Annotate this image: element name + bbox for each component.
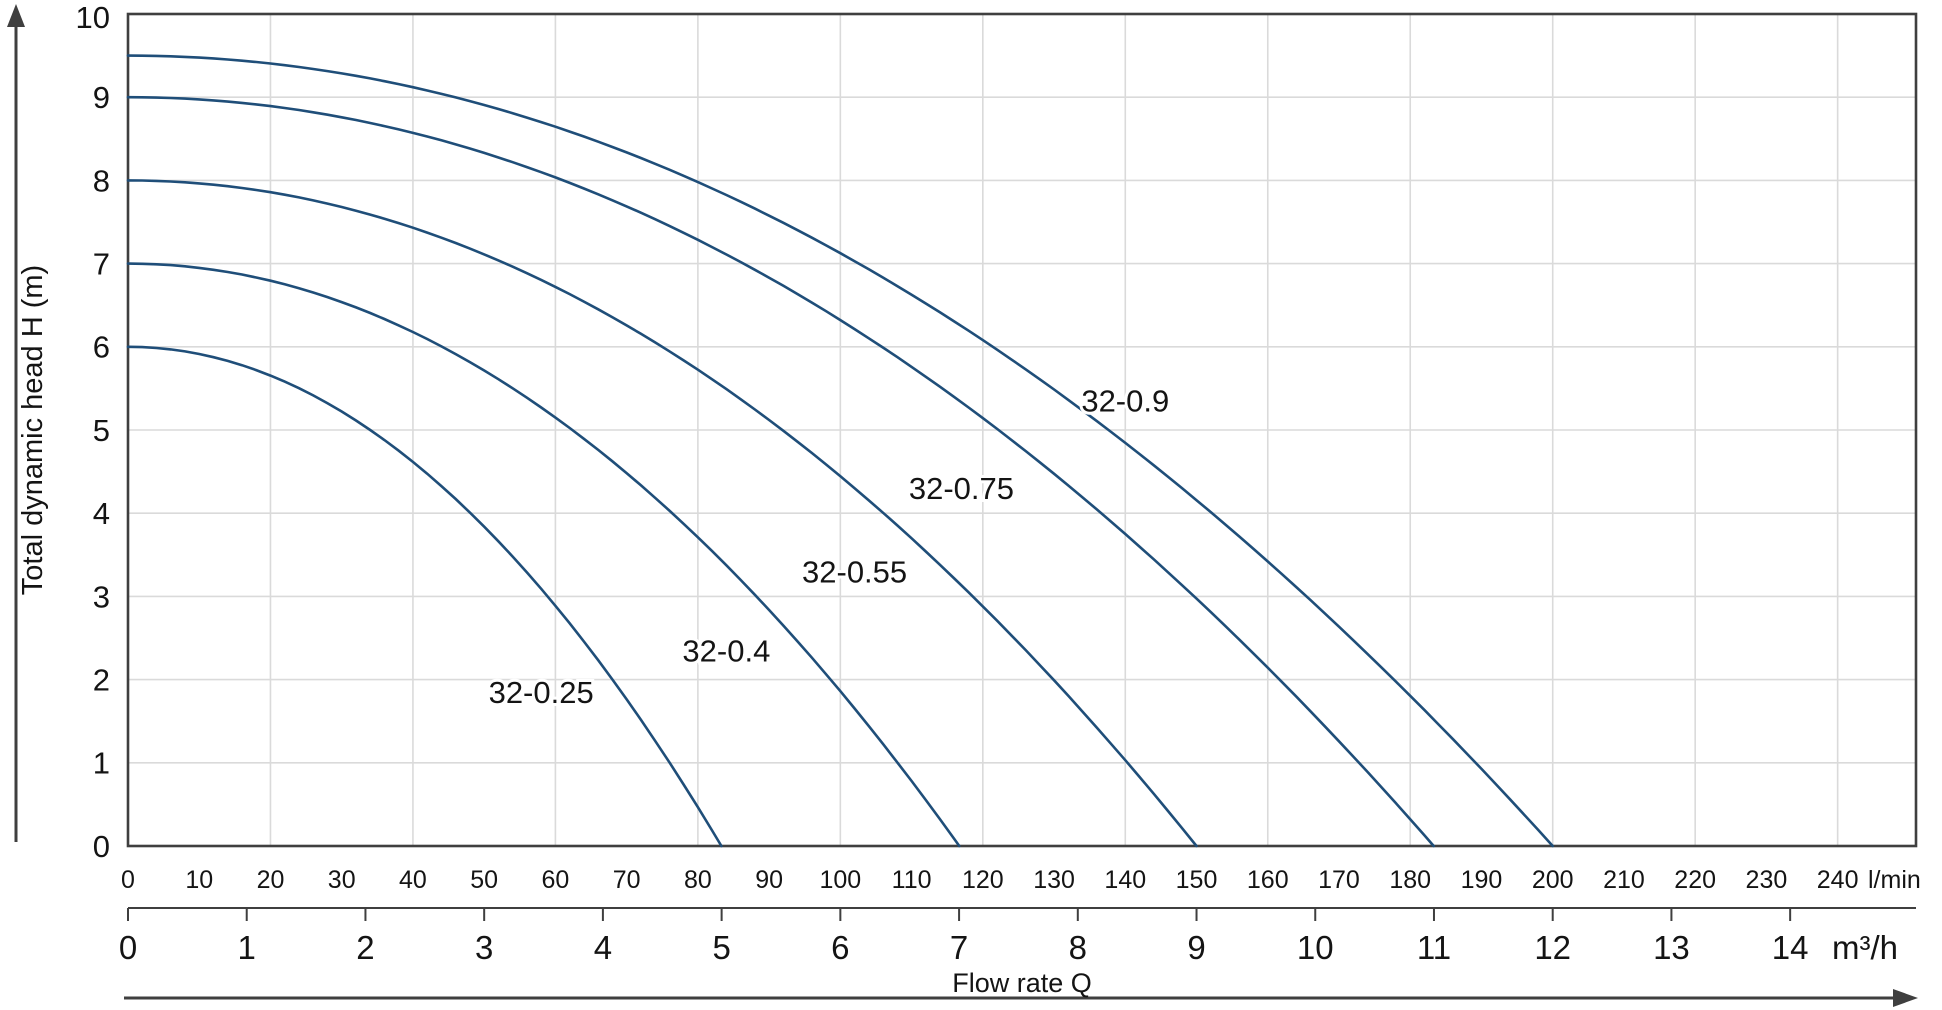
x-tick-label-m3h: 9 bbox=[1187, 929, 1205, 966]
x-tick-label-lmin: 210 bbox=[1603, 866, 1645, 894]
x-tick-label-lmin: 190 bbox=[1461, 866, 1503, 894]
x-tick-label-lmin: 70 bbox=[613, 866, 641, 894]
x-tick-label-lmin: 30 bbox=[328, 866, 356, 894]
x-tick-label-lmin: 220 bbox=[1674, 866, 1716, 894]
x-tick-label-m3h: 10 bbox=[1297, 929, 1334, 966]
x-tick-label-m3h: 12 bbox=[1534, 929, 1571, 966]
x-tick-label-m3h: 7 bbox=[950, 929, 968, 966]
x-tick-label-lmin: 60 bbox=[542, 866, 570, 894]
x-tick-label-lmin: 230 bbox=[1746, 866, 1788, 894]
x-tick-label-lmin: 110 bbox=[892, 866, 932, 894]
y-tick-label: 5 bbox=[93, 413, 110, 448]
x-tick-label-lmin: 120 bbox=[962, 866, 1004, 894]
x-tick-label-m3h: 11 bbox=[1417, 929, 1451, 966]
x-tick-label-lmin: 180 bbox=[1389, 866, 1431, 894]
x-tick-label-lmin: 10 bbox=[185, 866, 213, 894]
x-unit-m3h-label: m³/h bbox=[1832, 929, 1898, 966]
x-axis-arrow-head bbox=[1893, 989, 1918, 1007]
y-tick-label: 7 bbox=[93, 246, 110, 281]
x-tick-label-lmin: 170 bbox=[1318, 866, 1360, 894]
x-tick-label-lmin: 240 bbox=[1817, 866, 1859, 894]
plot-border bbox=[126, 12, 1918, 848]
x-tick-label-m3h: 13 bbox=[1653, 929, 1690, 966]
x-tick-label-m3h: 0 bbox=[119, 929, 137, 966]
curve-label-32-0.4: 32-0.4 bbox=[682, 633, 770, 668]
curve-label-32-0.25: 32-0.25 bbox=[489, 675, 594, 710]
x-tick-label-m3h: 1 bbox=[238, 929, 256, 966]
y-tick-label: 1 bbox=[93, 746, 110, 781]
curve-32-0.4 bbox=[126, 262, 961, 848]
x-tick-label-lmin: 0 bbox=[121, 866, 135, 894]
curve-label-32-0.9: 32-0.9 bbox=[1081, 384, 1169, 419]
x-tick-label-m3h: 3 bbox=[475, 929, 493, 966]
x-tick-label-lmin: 40 bbox=[399, 866, 427, 894]
curve-label-32-0.75: 32-0.75 bbox=[909, 471, 1014, 506]
x-axis-title: Flow rate Q bbox=[952, 968, 1092, 998]
y-tick-label: 2 bbox=[93, 662, 110, 697]
x-tick-label-lmin: 20 bbox=[257, 866, 285, 894]
x-tick-label-m3h: 14 bbox=[1772, 929, 1809, 966]
x-tick-label-lmin: 80 bbox=[684, 866, 712, 894]
x-tick-label-lmin: 200 bbox=[1532, 866, 1574, 894]
y-axis-arrow-head bbox=[7, 4, 25, 27]
x-tick-label-m3h: 6 bbox=[831, 929, 849, 966]
curve-32-0.25 bbox=[126, 345, 723, 848]
x-tick-label-m3h: 8 bbox=[1069, 929, 1087, 966]
y-tick-label: 3 bbox=[93, 579, 110, 614]
curve-32-0.55 bbox=[126, 179, 1198, 848]
x-tick-label-lmin: 140 bbox=[1104, 866, 1146, 894]
curve-label-layer: 32-0.25 32-0.4 32-0.55 32-0.75 32-0.9 bbox=[486, 381, 1173, 713]
y-tick-label: 6 bbox=[93, 330, 110, 365]
x-tick-label-m3h: 5 bbox=[712, 929, 730, 966]
x-tick-label-lmin: 130 bbox=[1033, 866, 1075, 894]
x-tick-label-lmin: 50 bbox=[470, 866, 498, 894]
curve-label-32-0.55: 32-0.55 bbox=[802, 554, 907, 589]
curve-32-0.9 bbox=[126, 54, 1554, 848]
x-tick-label-lmin: 150 bbox=[1176, 866, 1218, 894]
y-tick-label: 9 bbox=[93, 80, 110, 115]
x-tick-label-lmin: 160 bbox=[1247, 866, 1289, 894]
grid-layer bbox=[128, 14, 1916, 846]
y-tick-label: 0 bbox=[93, 829, 110, 864]
x-tick-label-m3h: 2 bbox=[356, 929, 374, 966]
x-tick-label-lmin: 100 bbox=[819, 866, 861, 894]
series-layer bbox=[126, 54, 1554, 848]
x-unit-lmin-label: l/min bbox=[1868, 866, 1921, 894]
x-tick-label-m3h: 4 bbox=[594, 929, 612, 966]
y-tick-label: 8 bbox=[93, 163, 110, 198]
y-tick-label: 4 bbox=[93, 496, 110, 531]
x-tick-label-lmin: 90 bbox=[755, 866, 783, 894]
y-tick-label: 10 bbox=[76, 0, 110, 35]
curve-32-0.75 bbox=[126, 95, 1435, 848]
y-axis-title: Total dynamic head H (m) bbox=[17, 265, 49, 595]
